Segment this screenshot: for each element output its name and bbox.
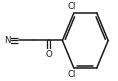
Text: O: O <box>45 50 52 59</box>
Text: Cl: Cl <box>67 70 76 79</box>
Text: Cl: Cl <box>67 2 76 11</box>
Text: N: N <box>4 36 11 45</box>
